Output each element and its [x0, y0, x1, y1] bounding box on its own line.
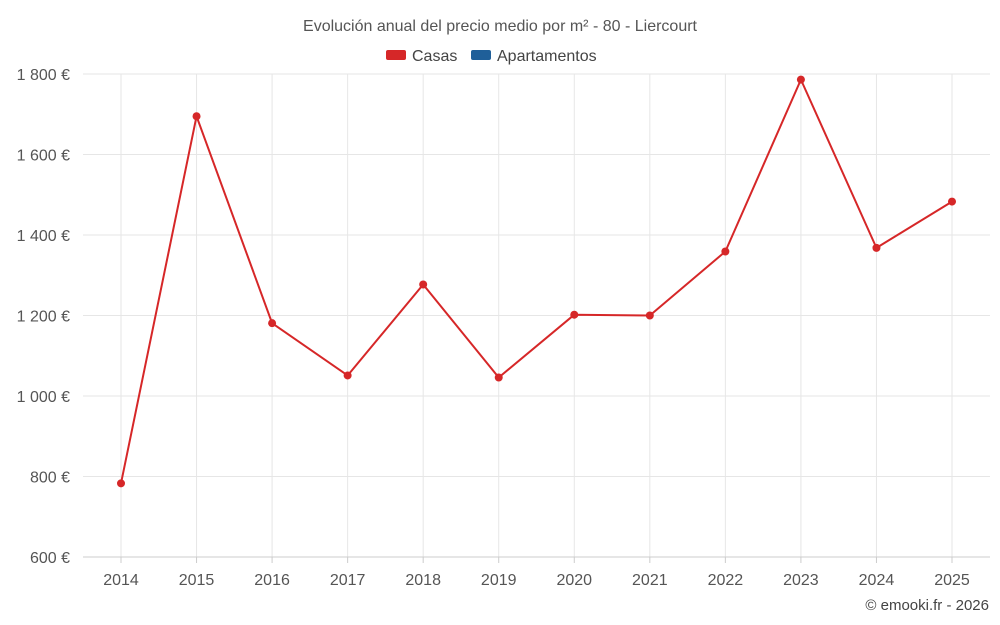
- y-tick-label: 600 €: [30, 550, 70, 567]
- y-tick-label: 1 400 €: [17, 228, 70, 245]
- axes: 600 € 800 € 1 000 € 1 200 € 1 400 € 1 600 € 1 …: [17, 67, 990, 589]
- y-tick-label: 1 200 €: [17, 309, 70, 326]
- data-point-casas-2015[interactable]: [192, 112, 201, 121]
- chart-title: Evolución anual del precio medio por m² …: [303, 18, 698, 35]
- legend-label-apartamentos[interactable]: Apartamentos: [497, 48, 597, 65]
- data-point-casas-2021[interactable]: [645, 311, 654, 320]
- legend-swatch-casas[interactable]: [386, 50, 406, 60]
- x-tick-label: 2016: [254, 572, 290, 589]
- data-point-casas-2017[interactable]: [343, 371, 352, 380]
- data-point-casas-2020[interactable]: [570, 310, 579, 319]
- x-tick-label: 2015: [179, 572, 215, 589]
- credit-label: © emooki.fr - 2026: [865, 597, 989, 614]
- x-tick-label: 2022: [708, 572, 744, 589]
- data-point-casas-2024[interactable]: [872, 243, 881, 252]
- x-tick-label: 2020: [556, 572, 592, 589]
- y-tick-label: 1 600 €: [17, 148, 70, 165]
- data-point-casas-2014[interactable]: [117, 479, 125, 488]
- y-tick-label: 800 €: [30, 470, 70, 487]
- x-tick-label: 2021: [632, 572, 668, 589]
- x-tick-label: 2025: [934, 572, 970, 589]
- x-tick-label: 2014: [103, 572, 139, 589]
- legend-swatch-apartamentos[interactable]: [471, 50, 491, 60]
- data-point-casas-2023[interactable]: [796, 75, 805, 84]
- chart-legend: Casas Apartamentos: [386, 48, 597, 65]
- data-point-casas-2018[interactable]: [419, 280, 428, 289]
- x-tick-label: 2019: [481, 572, 517, 589]
- grid: [83, 73, 990, 557]
- x-tick-label: 2017: [330, 572, 366, 589]
- series: [117, 75, 956, 488]
- data-point-casas-2019[interactable]: [494, 373, 503, 382]
- x-tick-label: 2018: [405, 572, 441, 589]
- data-point-casas-2025[interactable]: [948, 197, 956, 206]
- legend-label-casas[interactable]: Casas: [412, 48, 457, 65]
- data-point-casas-2022[interactable]: [721, 247, 730, 256]
- y-tick-label: 1 000 €: [17, 389, 70, 406]
- series-line-casas: [120, 78, 953, 485]
- y-tick-label: 1 800 €: [17, 67, 70, 84]
- data-point-casas-2016[interactable]: [268, 319, 277, 328]
- x-tick-label: 2023: [783, 572, 819, 589]
- x-tick-label: 2024: [859, 572, 895, 589]
